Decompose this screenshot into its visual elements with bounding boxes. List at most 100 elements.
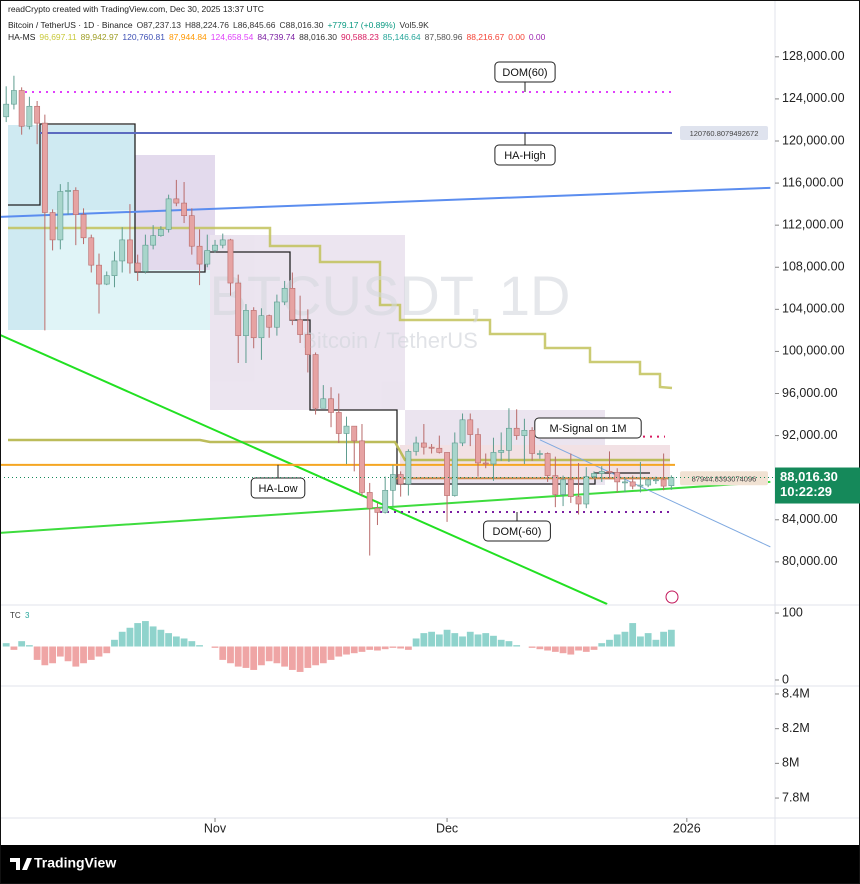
y-tick-label: 8.2M (782, 721, 810, 735)
candle-body (575, 496, 582, 505)
candle-body (18, 90, 25, 127)
candle-body (459, 419, 466, 444)
candle-body (72, 190, 79, 215)
histogram-bar (637, 636, 644, 647)
level-label: HA-Low (258, 483, 297, 495)
pane-subtitle: 3 (25, 611, 30, 620)
histogram-bar (575, 646, 582, 651)
candle-body (273, 301, 280, 328)
histogram-bar (134, 623, 142, 647)
histogram-bar (389, 646, 397, 648)
ohlc-value: +779.17 (+0.89%) (327, 20, 396, 30)
histogram-bar (56, 646, 64, 657)
candle-body (165, 198, 172, 230)
candle-body (111, 260, 118, 276)
histogram-bar (350, 646, 358, 654)
histogram-bar (288, 646, 296, 670)
histogram-bar (111, 639, 118, 647)
candle-body (96, 264, 102, 285)
symbol-row: Bitcoin / TetherUS · 1D · Binance O87,237… (8, 19, 553, 31)
histogram-bar (660, 631, 668, 647)
histogram-bar (211, 646, 219, 648)
y-tick-label: 84,000.00 (782, 512, 838, 526)
level-label: DOM(60) (502, 67, 547, 79)
candle-body (134, 262, 141, 272)
level-label-box (494, 61, 556, 83)
y-tick-label: 124,000.00 (782, 91, 845, 105)
histogram-bar (366, 646, 374, 650)
histogram-bar (304, 646, 312, 668)
step-line (8, 123, 650, 485)
histogram-bar (513, 645, 521, 647)
histogram-bar (528, 646, 536, 648)
candle-body (49, 212, 56, 241)
level-value-box (680, 125, 768, 140)
histogram-bar (219, 646, 227, 660)
countdown: 10:22:29 (780, 484, 832, 499)
indicator-value: 88,016.30 (299, 32, 337, 42)
level-label-box (483, 520, 551, 542)
y-tick-label: 96,000.00 (782, 386, 838, 400)
candle-body (359, 440, 365, 493)
level-label: M-Signal on 1M (549, 423, 626, 435)
candle-body (544, 453, 551, 476)
logo (10, 858, 32, 870)
candle-body (397, 474, 404, 485)
histogram-bar (567, 646, 575, 655)
candle-body (390, 474, 396, 491)
level-label: HA-High (504, 150, 546, 162)
candle-body (57, 191, 64, 241)
y-tick-label: 112,000.00 (782, 217, 844, 231)
level-value: 87944.8393074096 (692, 474, 757, 483)
candle-body (127, 239, 133, 264)
histogram-bar (265, 646, 273, 662)
candle-body (335, 412, 342, 434)
indicator-value: 120,760.81 (122, 32, 165, 42)
level-label-box (250, 477, 306, 499)
candle-body (413, 442, 420, 452)
candle-body (328, 398, 334, 413)
histogram-bar (18, 641, 26, 647)
y-tick-label: 8M (782, 756, 799, 770)
candle-body (506, 427, 512, 451)
histogram-bar (397, 646, 405, 649)
symbol: Bitcoin / TetherUS · 1D · Binance (8, 20, 133, 30)
candle-body (343, 425, 350, 434)
candle-body (80, 214, 87, 239)
ohlc: O87,237.13 H88,224.76 L86,845.66 C88,016.30… (137, 20, 433, 30)
candle-body (629, 481, 636, 487)
ohlc-value: L86,845.66 (232, 20, 276, 30)
y-tick-label: 80,000.00 (782, 554, 838, 568)
candle-body (382, 490, 389, 513)
histogram-bar (10, 646, 18, 650)
candle-body (196, 245, 203, 265)
watermark-sub: Bitcoin / TetherUS (302, 328, 478, 353)
y-tick-label: 100 (782, 605, 803, 619)
histogram-bar (459, 636, 466, 647)
histogram-bar (41, 646, 49, 666)
candle-body (142, 244, 149, 272)
histogram-bar (482, 633, 490, 647)
histogram-bar (258, 646, 265, 666)
candle-body (119, 239, 126, 262)
candle-body (3, 103, 10, 118)
histogram-bar (606, 639, 613, 647)
candle-body (11, 90, 17, 105)
histogram-bar (474, 634, 482, 647)
candle-body (227, 239, 234, 284)
histogram-bar (157, 629, 165, 647)
histogram-bar (149, 626, 157, 647)
candle-body (606, 471, 613, 473)
candle-body (436, 447, 443, 453)
candle-body (281, 287, 288, 303)
histogram-bar (667, 629, 675, 647)
candle-body (204, 250, 211, 265)
histogram-bar (621, 631, 629, 647)
candle-body (637, 484, 644, 487)
histogram-bar (118, 631, 126, 647)
indicator-row: HA-MS 96,697.11 89,942.97 120,760.81 87,944.… (8, 31, 553, 43)
candle-body (498, 450, 505, 453)
indicator-value: 90,588.23 (340, 32, 379, 42)
indicator-value: 87,580.96 (424, 32, 463, 42)
